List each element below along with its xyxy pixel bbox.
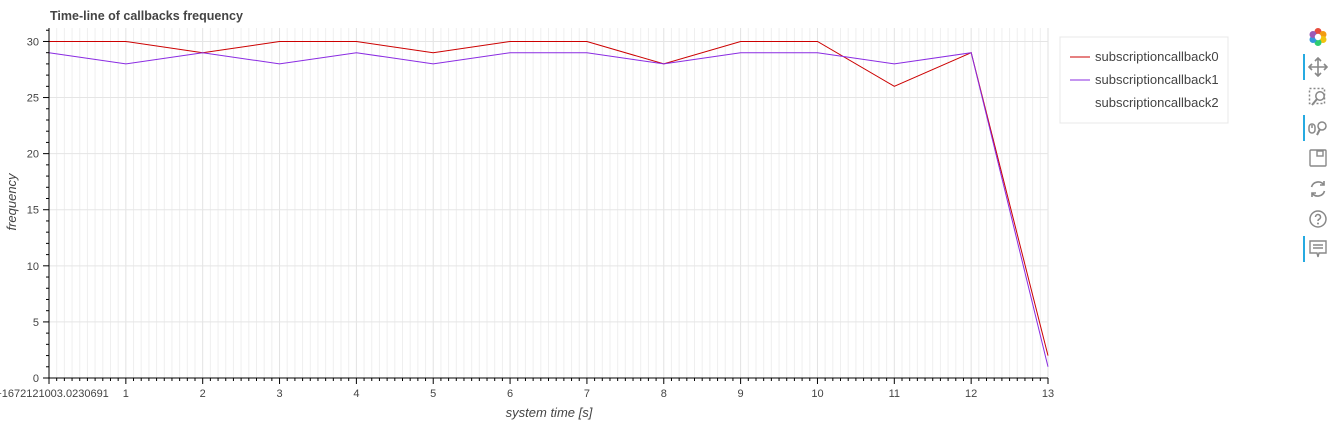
x-tick-label: 5 [430,388,436,400]
y-tick-label: 30 [27,36,39,48]
y-tick-label: 10 [27,261,39,273]
chart-title: Time-line of callbacks frequency [50,9,243,23]
axes: 0+1672121003.0230691 1 2 3 4 5 6 7 8 9 10 11 12 13051… [0,28,1054,400]
legend-label-subscriptioncallback0: subscriptioncallback0 [1095,49,1219,64]
bokeh-logo-icon[interactable] [1302,24,1333,50]
hover-icon[interactable] [1302,236,1333,262]
y-tick-label: 0 [33,373,39,385]
x-tick-label: 9 [738,388,744,400]
legend-label-subscriptioncallback2: subscriptioncallback2 [1095,95,1219,110]
y-tick-label: 20 [27,149,39,161]
x-tick-label: 10 [811,388,823,400]
x-tick-label: 3 [276,388,282,400]
x-tick-label: 13 [1042,388,1054,400]
box-zoom-icon[interactable] [1302,84,1333,110]
x-tick-label: 4 [353,388,359,400]
save-icon[interactable] [1302,145,1333,171]
x-tick-label: 1 [123,388,129,400]
x-tick-label: 12 [965,388,977,400]
chart: Time-line of callbacks frequency 0+16721… [0,9,1229,420]
wheel-zoom-icon[interactable] [1302,115,1333,141]
y-axis-label: frequency [4,172,19,231]
y-tick-label: 5 [33,317,39,329]
legend-label-subscriptioncallback1: subscriptioncallback1 [1095,72,1219,87]
x-tick-label: 2 [200,388,206,400]
legend-box [1059,36,1229,124]
x-tick-label: 7 [584,388,590,400]
pan-icon[interactable] [1302,54,1333,80]
series-line-subscriptioncallback0 [49,41,1049,356]
x-tick-label: 11 [889,388,900,400]
help-icon[interactable] [1302,206,1333,232]
legend: subscriptioncallback0 subscriptioncallbac… [1059,36,1229,124]
x-tick-label: 8 [661,388,667,400]
y-tick-label: 25 [27,93,39,105]
series-lines [48,41,1049,367]
series-line-subscriptioncallback1 [48,52,1049,367]
grid [48,28,1049,379]
x-tick-label-origin: 0+1672121003.0230691 [0,388,109,400]
reset-icon[interactable] [1302,176,1333,202]
y-tick-label: 15 [27,205,39,217]
x-axis-label: system time [s] [506,405,593,420]
x-tick-label: 6 [507,388,513,400]
